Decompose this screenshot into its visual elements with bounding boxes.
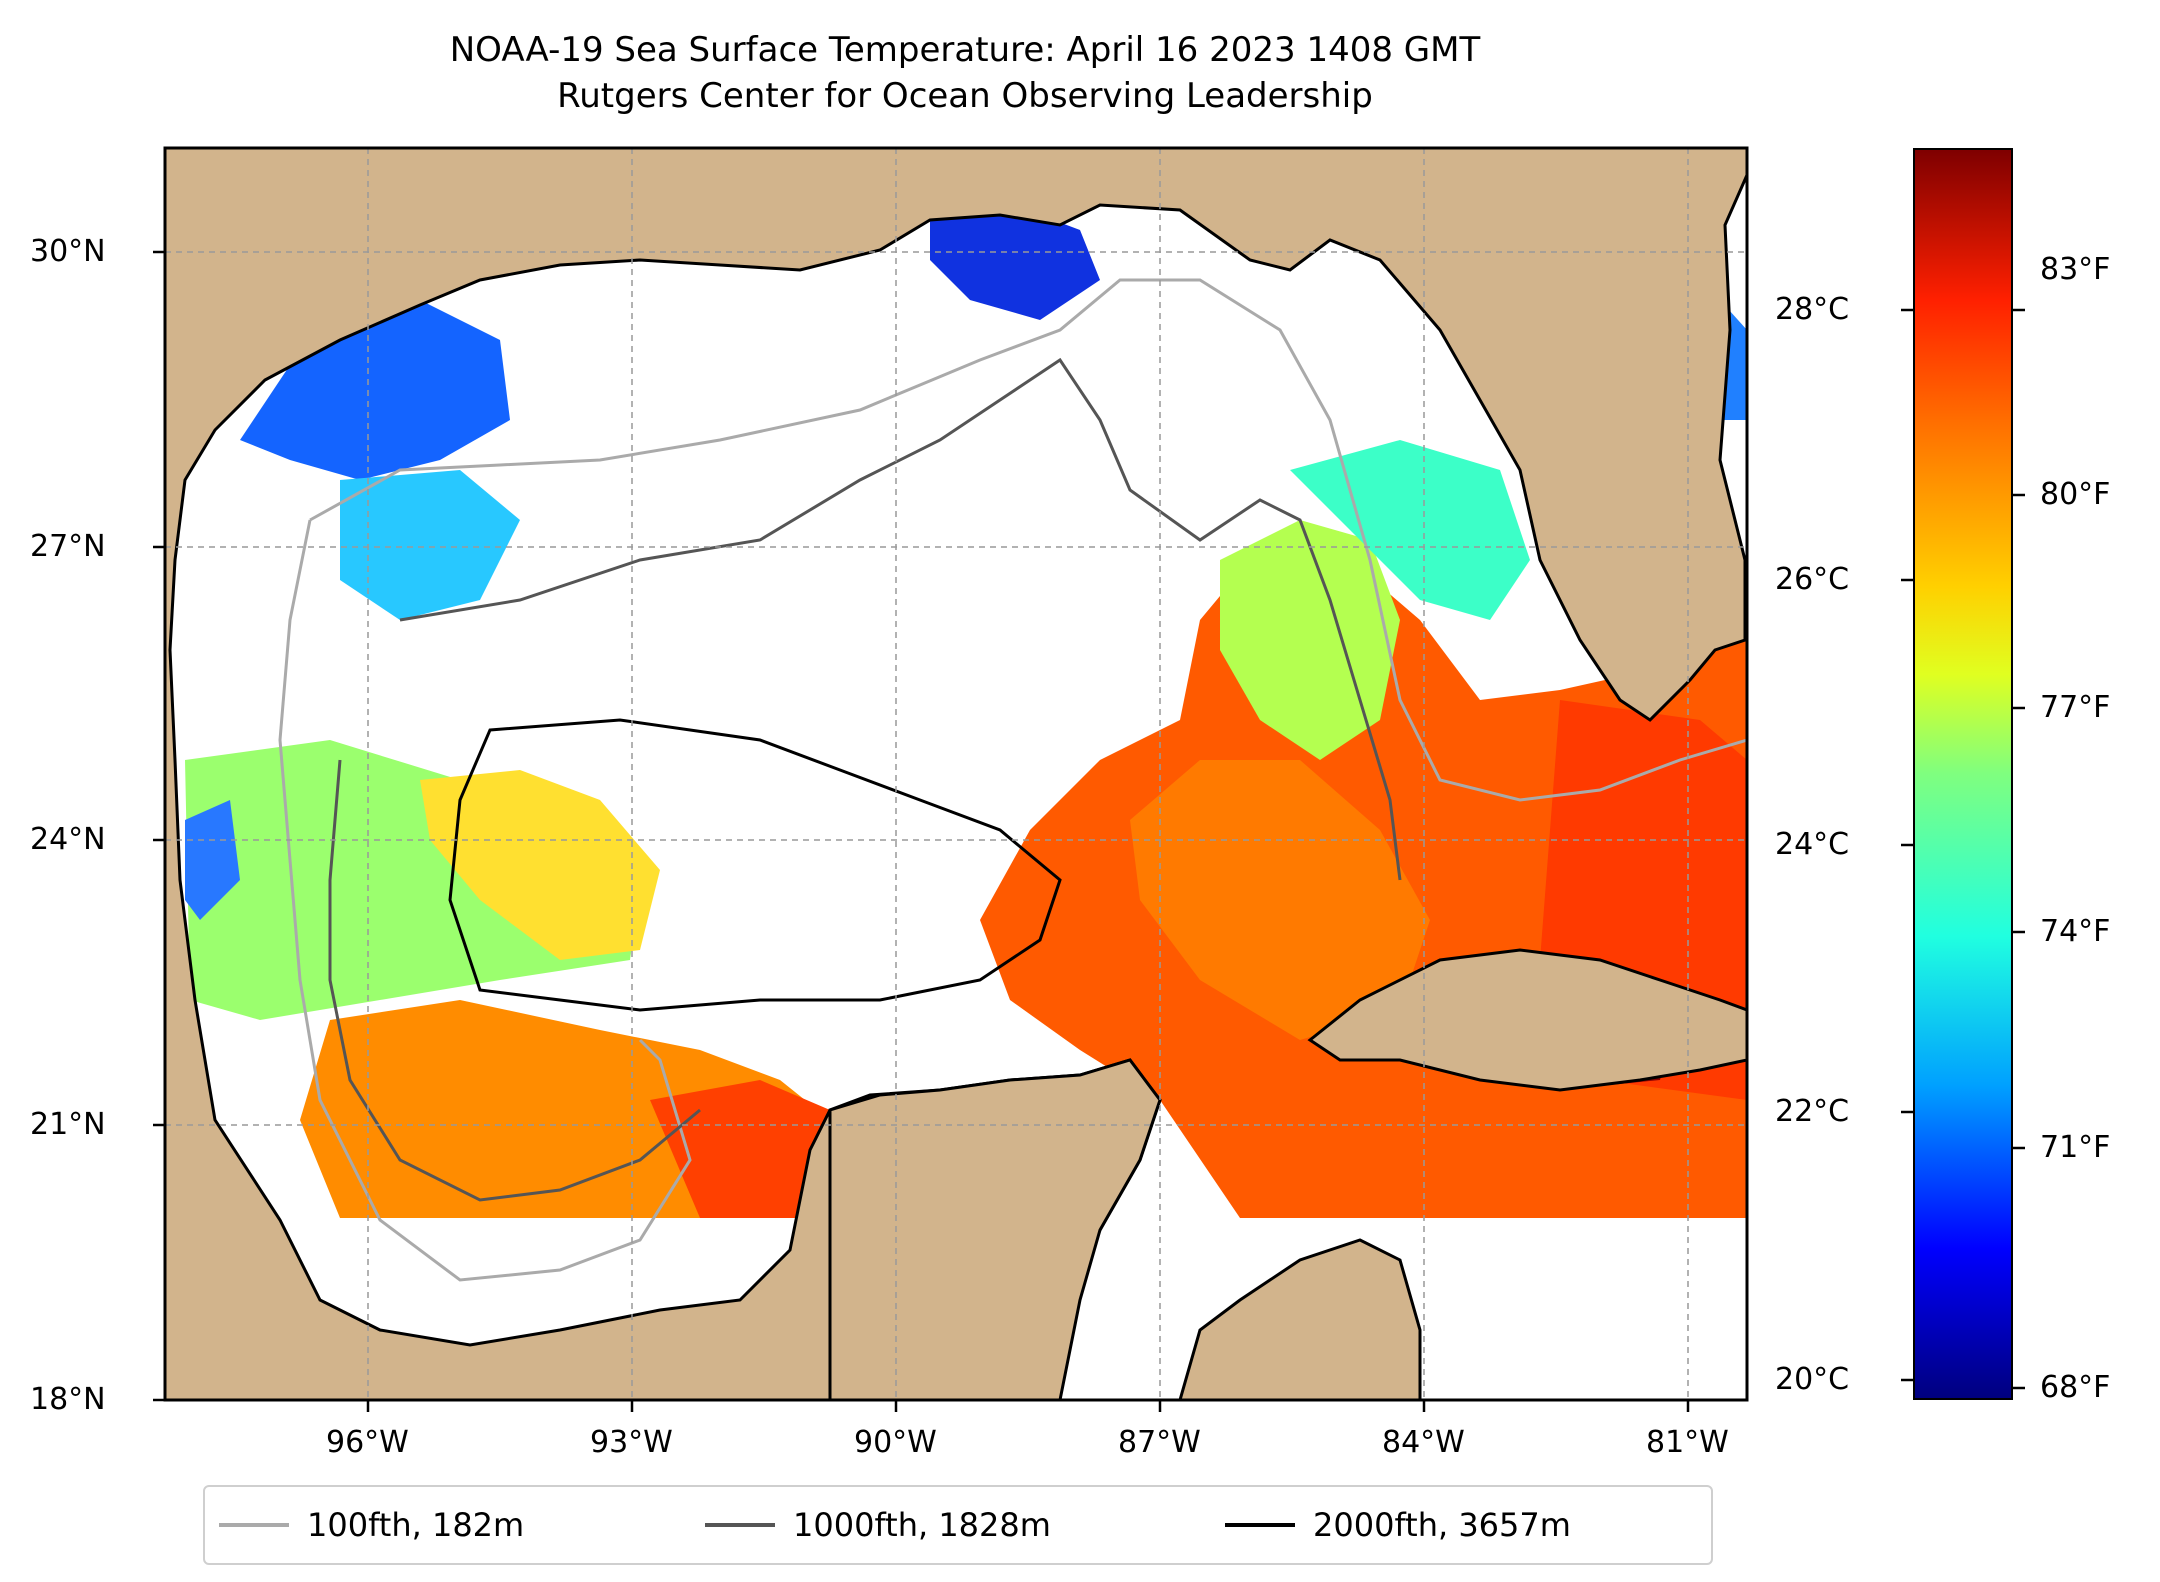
lat-tick-label: 18°N xyxy=(30,1382,106,1417)
lat-tick-label: 30°N xyxy=(30,234,106,269)
bathymetry-contours xyxy=(278,278,1747,1282)
sst-patch-green-eddy xyxy=(1220,520,1400,760)
fahrenheit-tick-label: 80°F xyxy=(2040,477,2111,512)
legend-item-2000fth: 2000fth, 3657m xyxy=(1225,1487,1571,1563)
land xyxy=(165,148,1747,1400)
contour-legend: 100fth, 182m 1000fth, 1828m 2000fth, 365… xyxy=(203,1485,1713,1565)
map-title: NOAA-19 Sea Surface Temperature: April 1… xyxy=(449,30,1481,70)
land-central-america xyxy=(1178,1238,1422,1400)
lon-tick-label: 96°W xyxy=(326,1425,409,1460)
lat-tick-label: 21°N xyxy=(30,1107,106,1142)
contour-2000fth xyxy=(448,718,1062,1012)
fahrenheit-tick-label: 74°F xyxy=(2040,914,2111,949)
fahrenheit-tick-label: 71°F xyxy=(2040,1130,2111,1165)
lat-tick-label: 24°N xyxy=(30,822,106,857)
fahrenheit-tick-label: 68°F xyxy=(2040,1370,2111,1405)
sst-patch-texas-blue xyxy=(240,300,510,480)
fahrenheit-tick-label: 83°F xyxy=(2040,252,2111,287)
map-frame xyxy=(163,146,1749,1402)
celsius-tick-label: 26°C xyxy=(1775,562,1850,597)
legend-line-swatch xyxy=(219,1523,289,1527)
celsius-tick-label: 20°C xyxy=(1775,1362,1850,1397)
celsius-tick-label: 28°C xyxy=(1775,292,1850,327)
sst-patch-orange-core xyxy=(1130,760,1430,1040)
legend-label: 100fth, 182m xyxy=(307,1506,525,1544)
lon-tick-label: 93°W xyxy=(590,1425,673,1460)
celsius-tick-label: 24°C xyxy=(1775,827,1850,862)
contour-1000fth-west xyxy=(328,759,701,1202)
temperature-colorbar xyxy=(1913,148,2013,1400)
lon-tick-label: 90°W xyxy=(854,1425,937,1460)
legend-label: 1000fth, 1828m xyxy=(793,1506,1051,1544)
sst-patch-mississippi-blue xyxy=(930,200,1100,320)
sst-patch-west-yellow xyxy=(420,770,660,960)
celsius-tick-label: 22°C xyxy=(1775,1094,1850,1129)
map-subtitle: Rutgers Center for Ocean Observing Leade… xyxy=(557,76,1373,116)
legend-label: 2000fth, 3657m xyxy=(1313,1506,1571,1544)
fahrenheit-tick-label: 77°F xyxy=(2040,690,2111,725)
land-cuba xyxy=(1307,948,1747,1092)
legend-item-1000fth: 1000fth, 1828m xyxy=(705,1487,1051,1563)
lat-tick-label: 27°N xyxy=(30,529,106,564)
contour-100fth-west xyxy=(278,519,692,1282)
sst-patch-west-blue xyxy=(185,800,240,920)
lon-tick-label: 81°W xyxy=(1646,1425,1729,1460)
lon-tick-label: 87°W xyxy=(1118,1425,1201,1460)
axis-ticks xyxy=(153,250,2025,1412)
legend-line-swatch xyxy=(1225,1523,1295,1527)
lon-tick-label: 84°W xyxy=(1382,1425,1465,1460)
legend-line-swatch xyxy=(705,1523,775,1527)
contour-100fth xyxy=(309,278,1747,802)
legend-item-100fth: 100fth, 182m xyxy=(219,1487,524,1563)
sst-patch-texas-cyan xyxy=(340,470,520,620)
